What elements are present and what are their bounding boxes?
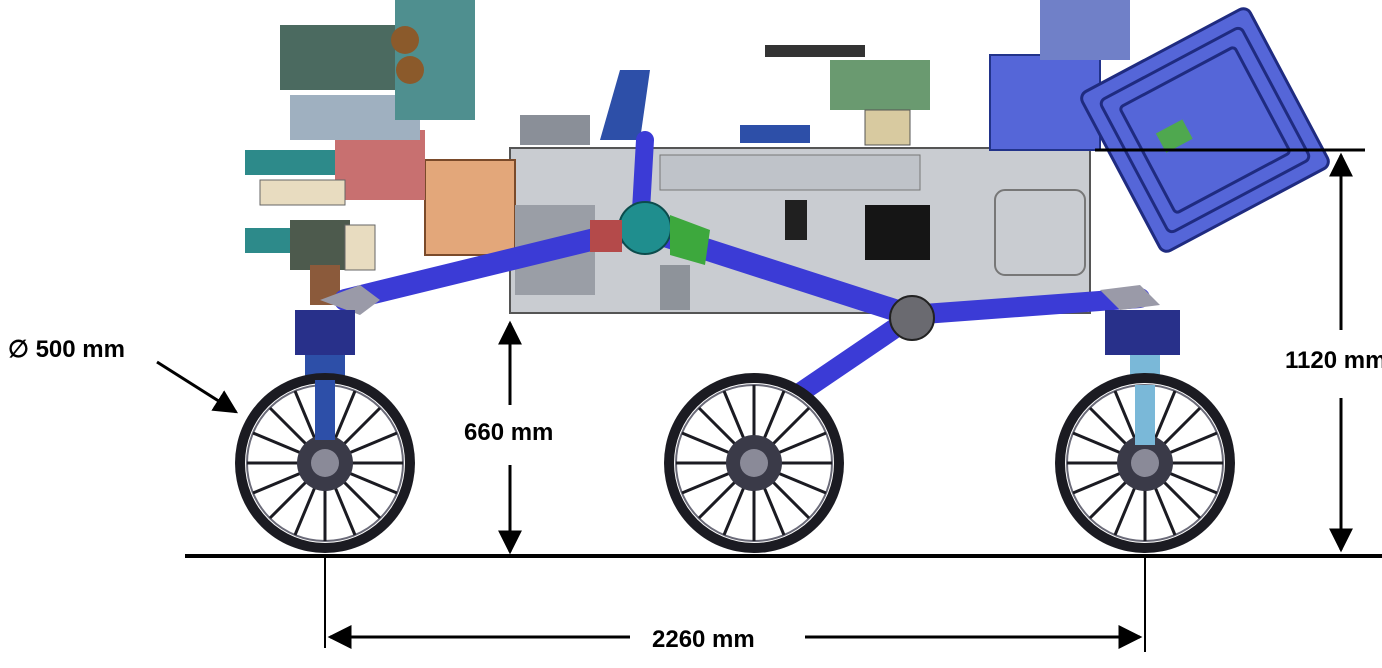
orange-panel	[424, 159, 516, 256]
ground-clearance-callout: 660 mm	[464, 320, 553, 555]
wheel-diameter-callout: ∅ 500 mm	[8, 336, 239, 414]
deck-equipment	[520, 45, 930, 146]
wheel-middle	[662, 371, 846, 555]
overall-height-callout: 1120 mm	[1095, 148, 1382, 553]
front-equipment-cluster	[245, 0, 475, 305]
rtg-power-unit	[989, 0, 1330, 253]
wheelbase-callout: 2260 mm	[324, 556, 1146, 653]
wheelbase-label: 2260 mm	[652, 626, 755, 653]
differential-joint	[618, 201, 672, 255]
rover-body	[245, 0, 1330, 314]
bogie-pivot	[889, 295, 935, 341]
overall-height-label: 1120 mm	[1285, 347, 1382, 374]
wheel-diameter-label: ∅ 500 mm	[8, 336, 125, 363]
ground-clearance-label: 660 mm	[464, 419, 553, 446]
